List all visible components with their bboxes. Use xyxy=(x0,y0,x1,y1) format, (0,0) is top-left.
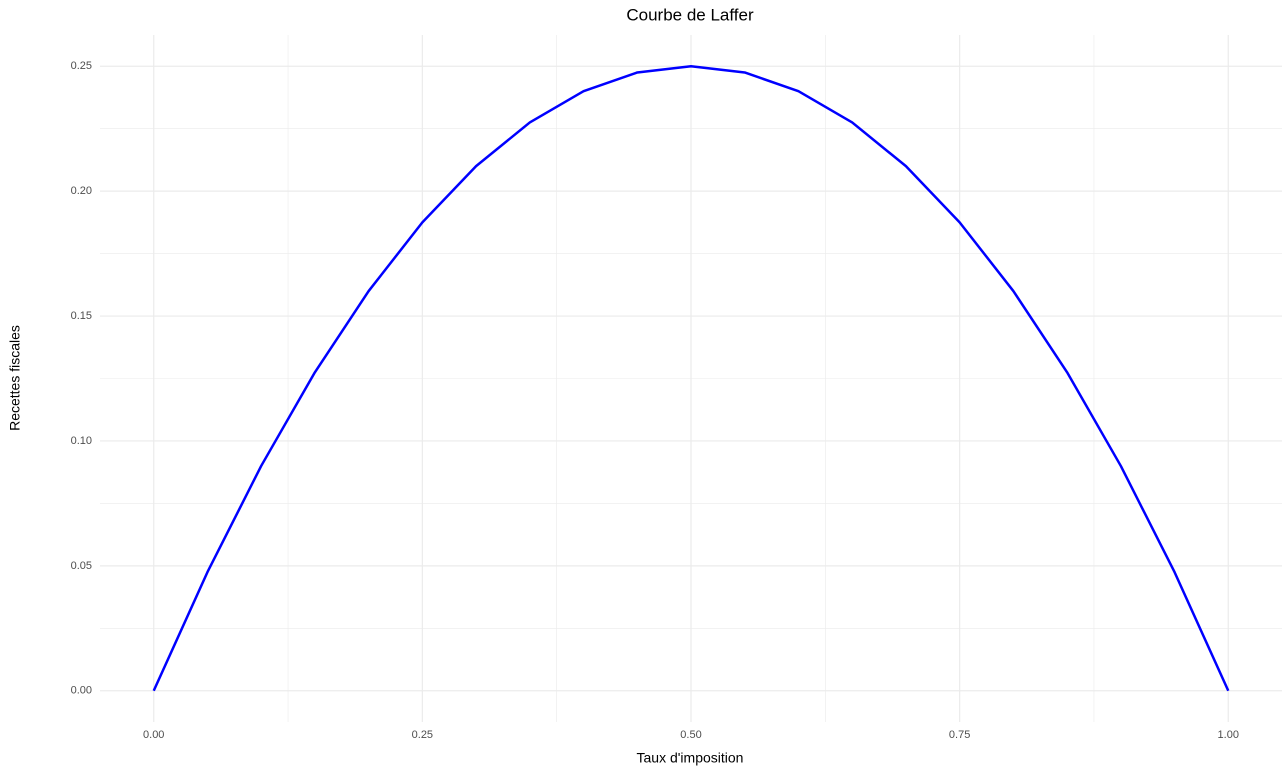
x-tick-label: 0.25 xyxy=(412,729,433,741)
y-tick-label: 0.25 xyxy=(71,60,92,72)
y-tick-label: 0.05 xyxy=(71,560,92,572)
y-axis-title: Recettes fiscales xyxy=(7,325,23,431)
chart-title: Courbe de Laffer xyxy=(626,5,754,24)
y-tick-label: 0.15 xyxy=(71,310,92,322)
x-tick-label: 0.50 xyxy=(680,729,701,741)
x-tick-label: 0.00 xyxy=(143,729,164,741)
y-tick-label: 0.20 xyxy=(71,185,92,197)
x-tick-label: 0.75 xyxy=(949,729,970,741)
x-axis-title: Taux d'imposition xyxy=(637,750,744,766)
grid xyxy=(100,35,1282,722)
y-tick-label: 0.10 xyxy=(71,435,92,447)
y-tick-label: 0.00 xyxy=(71,685,92,697)
line xyxy=(152,64,1230,692)
x-tick-label: 1.00 xyxy=(1218,729,1239,741)
